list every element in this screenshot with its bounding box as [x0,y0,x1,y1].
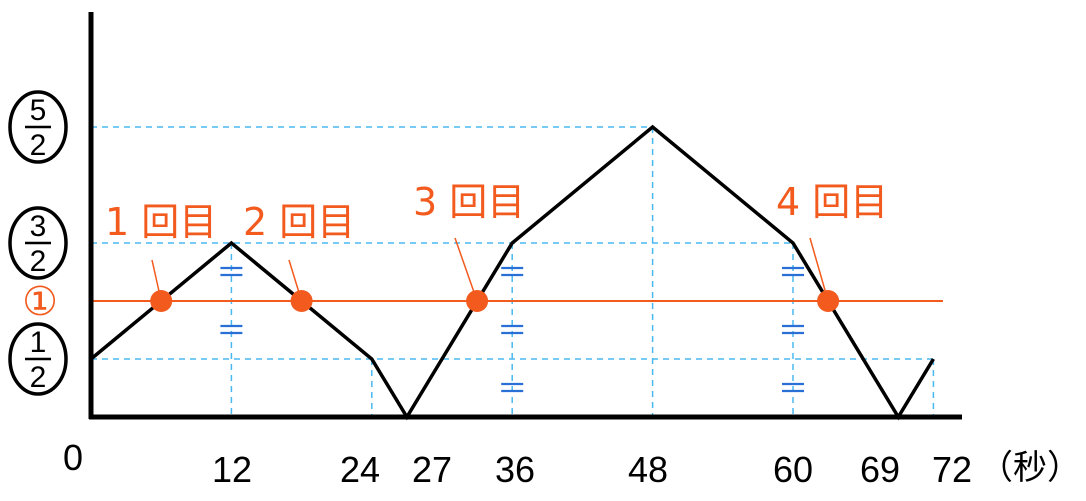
x-tick-label: 60 [773,449,813,490]
x-tick-label: 24 [340,449,380,490]
x-tick-label: 12 [212,449,252,490]
guide-lines [91,126,935,417]
crossing-label: 2 回目 [243,200,355,244]
x-tick-label: 72 [932,449,972,490]
labels: 1 回目 2 回目 3 回目 4 回目0 12 24 27 36 48 60 69 72 （秒）12①3… [8,90,1081,490]
y-tick-numerator: 3 [30,210,47,243]
x-tick-label: 27 [412,449,452,490]
y-tick-frame [8,206,68,280]
y-tick-frame [8,90,68,164]
crossing-point [817,290,840,312]
y-tick-denominator: 2 [30,129,47,162]
crossing-point [150,290,173,312]
axes [88,12,962,420]
x-axis-unit: （秒） [979,448,1081,488]
x-tick-label: 69 [860,449,900,490]
crossing-point [290,290,313,312]
y-tick-numerator: 5 [30,94,47,127]
x-tick-label: 0 [63,437,83,478]
equal-marks [220,266,804,393]
y-tick-frame [8,322,68,396]
crossing-label: 1 回目 [105,200,217,244]
x-tick-label: 36 [495,449,535,490]
series-group [89,124,935,421]
crossing-label: 3 回目 [413,180,525,224]
y-tick-denominator: 2 [30,361,47,394]
crossing-point [466,290,489,312]
y-tick-label-one: ① [22,279,58,325]
crossing-points [150,237,840,312]
crossing-label: 4 回目 [776,180,888,224]
series-line [89,124,935,421]
y-tick-numerator: 1 [30,326,47,359]
y-tick-denominator: 2 [30,245,47,278]
x-tick-label: 48 [628,449,668,490]
leader-line [454,237,478,302]
